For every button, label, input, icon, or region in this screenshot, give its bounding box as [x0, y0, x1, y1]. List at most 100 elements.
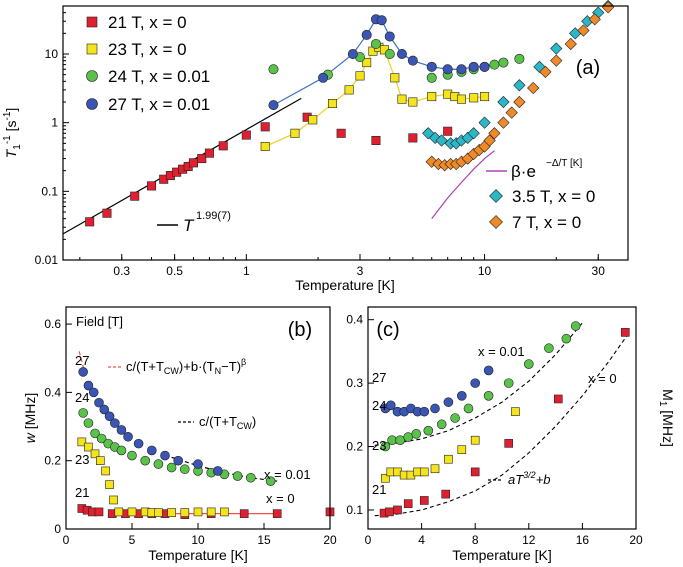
a-point-5	[527, 81, 540, 95]
panel-b-fit-label-2: c/(T+TCW)	[178, 414, 256, 431]
b-point-27	[147, 445, 157, 456]
a-point-1	[308, 115, 318, 125]
a-point-3	[318, 72, 329, 83]
b-point-27	[160, 450, 170, 461]
a-point-4	[422, 127, 435, 140]
panel-a-activated-label: β·e −Δ/T [K]	[486, 158, 582, 181]
activated-fit-line	[431, 150, 495, 220]
b-xtick-label: 20	[323, 533, 337, 547]
b-ytick-label: 0.2	[44, 454, 61, 468]
a-point-5	[505, 106, 518, 119]
b-point-24	[153, 459, 164, 469]
a-point-1	[390, 73, 400, 83]
a-point-5	[513, 95, 526, 109]
a-point-2	[370, 38, 381, 49]
a-point-5	[488, 127, 501, 140]
a-point-3	[347, 48, 358, 59]
a-point-5	[564, 37, 577, 51]
a-point-1	[408, 97, 418, 107]
a-point-4	[435, 134, 448, 147]
panel-b-xlabel: Temperature [K]	[148, 547, 248, 563]
a-point-0	[85, 217, 95, 227]
c-point-23	[444, 454, 453, 464]
c-xtick-label: 16	[576, 533, 590, 547]
a-legend-label-0: 21 T, x = 0	[108, 13, 187, 32]
c-fit-sup: 3/2	[523, 470, 536, 480]
b-ytick-label: 0	[54, 522, 61, 536]
a-legend-marker-1	[86, 43, 98, 55]
b-point-24	[166, 462, 177, 473]
a-point-4	[550, 42, 563, 55]
c-point-24	[503, 378, 514, 388]
panel-c-curve-x0: x = 0	[588, 371, 617, 386]
a-xtick-label: 0.3	[113, 264, 130, 278]
c-xtick-label: 8	[472, 533, 479, 547]
b-point-27	[193, 459, 203, 469]
b-point-27	[78, 367, 88, 377]
activated-exponent: −Δ/T [K]	[546, 158, 582, 169]
fit1-sup: β	[241, 357, 246, 367]
a-point-3	[468, 61, 479, 72]
b-point-23	[109, 495, 118, 505]
b-point-23	[206, 507, 216, 517]
c-point-23	[419, 467, 429, 477]
a-legend-marker-0	[86, 16, 98, 28]
a-point-5	[577, 24, 590, 37]
c-ytick-label: 0.2	[346, 440, 363, 454]
c-point-24	[523, 359, 534, 369]
a-point-3	[426, 61, 437, 72]
b-point-27	[104, 411, 115, 422]
a-point-2	[268, 64, 279, 75]
c-fit-line-1	[374, 332, 630, 517]
b-point-24	[180, 464, 190, 475]
a-point-0	[147, 181, 157, 191]
c-point-24	[423, 425, 434, 436]
panel-b-field-27: 27	[75, 353, 89, 368]
a-point-1	[469, 93, 479, 103]
b-ytick-label: 0.6	[44, 317, 61, 331]
c-point-21	[419, 496, 429, 505]
panel-a-legend-lower-right: 3.5 T, x = 0 7 T, x = 0	[489, 187, 595, 232]
b-point-21	[239, 509, 249, 518]
a-point-2	[489, 59, 500, 70]
c-point-24	[403, 432, 414, 442]
b-point-23	[114, 507, 124, 517]
b-point-27	[123, 431, 133, 442]
a-point-1	[427, 92, 437, 102]
c-fit-main: aT	[508, 472, 524, 487]
a-point-1	[260, 141, 270, 151]
b-point-27	[88, 387, 99, 398]
a-point-0	[204, 148, 214, 158]
c-point-21	[393, 505, 402, 515]
a-point-5	[588, 13, 601, 26]
fit2-main: c/(T+T	[199, 414, 237, 429]
fit1-mid: )+b·(T	[179, 359, 215, 374]
b-point-24	[127, 450, 137, 461]
b-point-23	[77, 437, 87, 447]
svg-text:c/(T+TCW): c/(T+TCW)	[199, 414, 256, 431]
c-point-24	[380, 441, 391, 452]
a-legend2-marker-0	[489, 189, 503, 203]
c-point-27	[419, 406, 430, 417]
a-point-5	[483, 134, 496, 147]
b-point-24	[265, 476, 276, 486]
panel-c-xlabel: Temperature [K]	[452, 547, 552, 563]
panel-b-curve-x001: x = 0.01	[264, 467, 311, 482]
c-point-21	[385, 507, 394, 517]
c-point-21	[441, 489, 451, 499]
c-point-23	[381, 473, 390, 483]
a-point-4	[467, 127, 480, 140]
c-point-24	[395, 435, 405, 446]
b-point-27	[94, 397, 104, 408]
c-point-24	[561, 333, 572, 344]
power-law-exponent: 1.99(7)	[196, 210, 231, 222]
panel-a-label: (a)	[576, 57, 600, 79]
b-point-23	[220, 507, 229, 517]
panel-b-field-24: 24	[75, 390, 89, 405]
c-point-24	[450, 413, 460, 423]
panel-b-fit-label-1: c/(T+TCW)+b·(TN−T)β	[108, 357, 246, 376]
c-point-21	[620, 328, 630, 337]
a-point-4	[513, 79, 526, 92]
b-point-27	[173, 455, 183, 466]
a-point-3	[384, 31, 395, 42]
